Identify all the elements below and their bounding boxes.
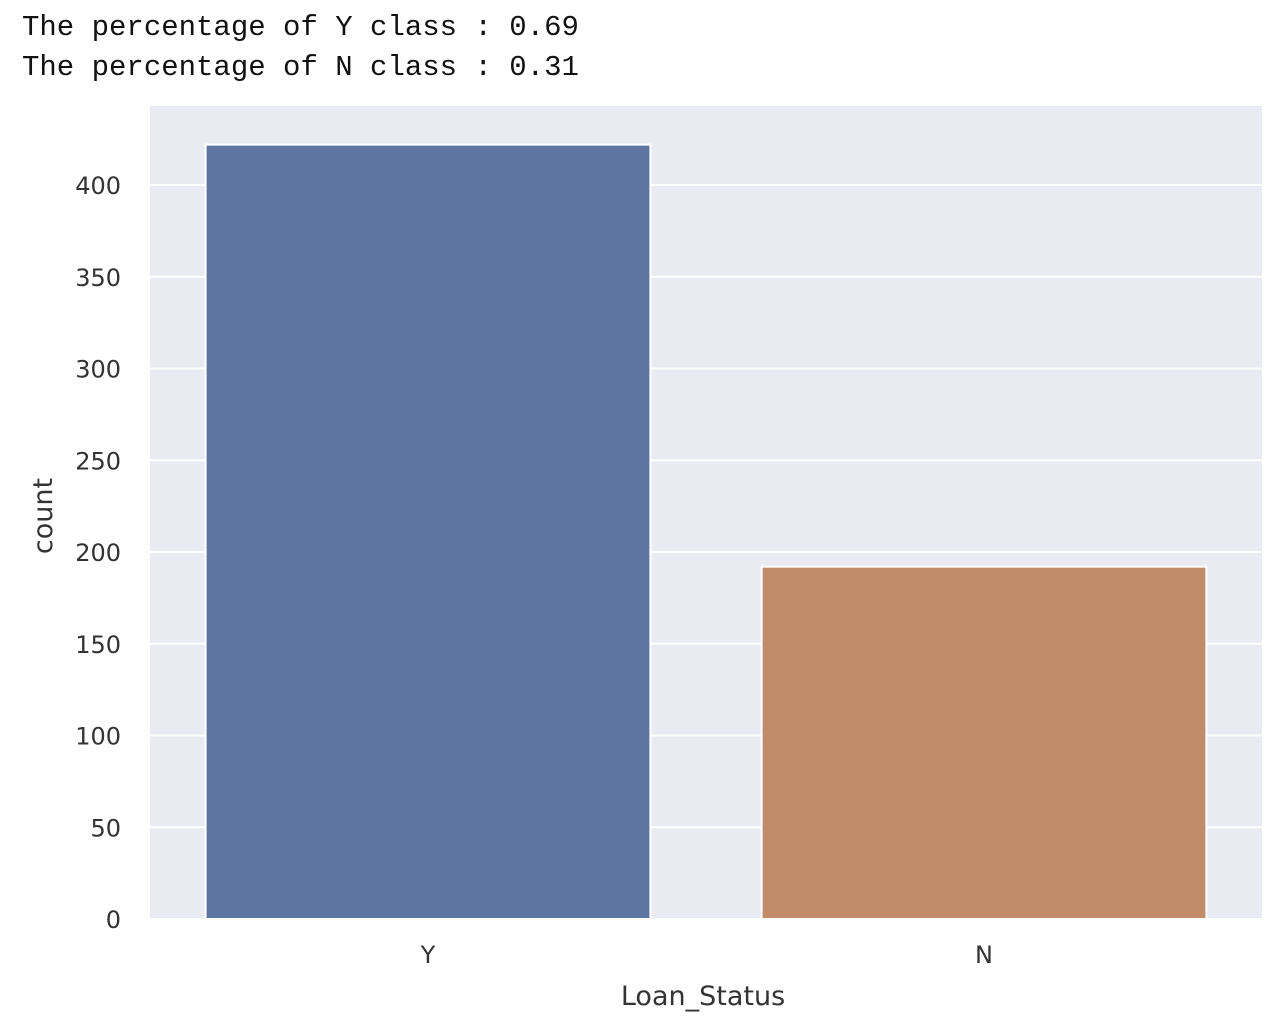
cell-output-text: The percentage of Y class : 0.69 The perc…: [22, 8, 579, 88]
y-tick-label: 300: [75, 356, 121, 384]
x-tick-label-n: N: [975, 941, 993, 969]
y-tick-label: 150: [75, 631, 121, 659]
n-class-percentage-line: The percentage of N class : 0.31: [22, 51, 579, 84]
y-tick-labels: 0 50 100 150 200 250 300 350 400: [75, 172, 121, 934]
y-class-percentage-line: The percentage of Y class : 0.69: [22, 11, 579, 44]
x-tick-label-y: Y: [420, 941, 436, 969]
y-tick-label: 0: [106, 906, 121, 934]
y-axis-label: count: [28, 478, 59, 554]
x-axis-label: Loan_Status: [621, 981, 785, 1012]
y-tick-label: 400: [75, 172, 121, 200]
bars: [204, 143, 1208, 920]
y-tick-label: 350: [75, 264, 121, 292]
y-tick-label: 250: [75, 447, 121, 475]
y-tick-label: 100: [75, 723, 121, 751]
y-tick-label: 50: [90, 814, 121, 842]
y-tick-label: 200: [75, 539, 121, 567]
bar-y: [204, 143, 652, 920]
bar-n: [760, 565, 1208, 920]
